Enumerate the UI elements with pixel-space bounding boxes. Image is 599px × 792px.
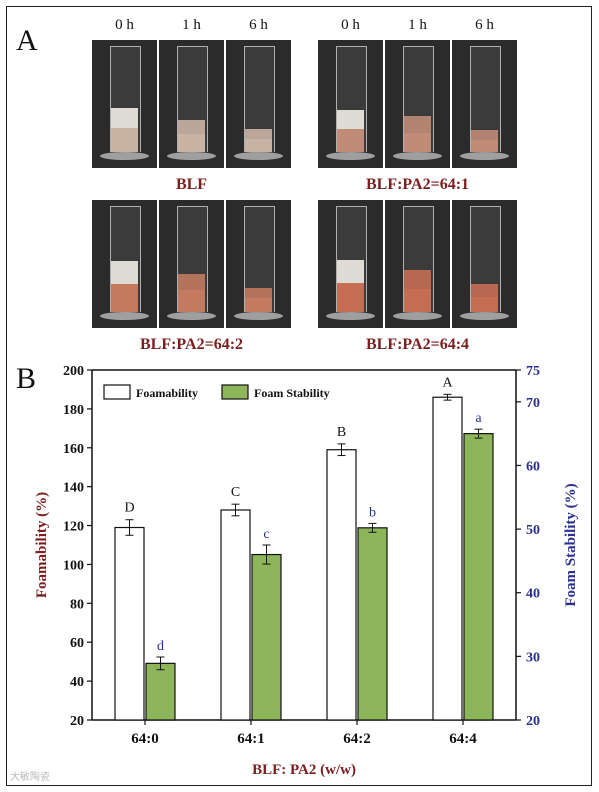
- left-tick-label: 180: [63, 403, 84, 418]
- cylinder-photo: [226, 40, 291, 168]
- time-label: 6 h: [249, 17, 268, 33]
- bar-foam-stability: [463, 433, 494, 721]
- legend-swatch-foamability: [103, 384, 131, 400]
- time-label: 0 h: [341, 17, 360, 33]
- cylinder-photo: [452, 40, 517, 168]
- left-tick-label: 60: [70, 636, 84, 651]
- bar-foamability: [220, 509, 251, 721]
- group-caption: BLF:PA2=64:1: [365, 176, 470, 193]
- group-caption: BLF: [175, 176, 208, 193]
- left-tick-label: 40: [70, 675, 84, 690]
- right-tick-label: 50: [526, 523, 540, 538]
- legend-label-foamability: Foamability: [136, 386, 198, 400]
- panel-b-letter: B: [16, 362, 37, 395]
- right-tick-label: 60: [526, 459, 540, 474]
- cylinder-photo: [385, 40, 450, 168]
- y2-axis-title: Foam Stability (%): [563, 483, 579, 606]
- sig-letter-foam-stability: b: [369, 505, 376, 520]
- watermark: 大敏陶瓷: [10, 772, 50, 783]
- cylinder-photo: [92, 40, 157, 168]
- x-tick-label: 64:4: [449, 731, 477, 747]
- right-tick-label: 20: [526, 714, 540, 729]
- left-tick-label: 120: [63, 520, 84, 535]
- bar-foamability: [326, 449, 357, 721]
- group-caption: BLF:PA2=64:4: [365, 336, 470, 353]
- right-tick-label: 30: [526, 650, 540, 665]
- bar-foam-stability: [357, 527, 388, 721]
- bar-foam-stability: [251, 553, 282, 721]
- cylinder-photo: [452, 200, 517, 328]
- cylinder-photo: [318, 40, 383, 168]
- panel-a-letter: A: [16, 24, 38, 57]
- time-label: 6 h: [475, 17, 494, 33]
- time-label: 1 h: [408, 17, 427, 33]
- x-tick-label: 64:0: [131, 731, 159, 747]
- right-tick-label: 75: [526, 364, 540, 379]
- x-tick-label: 64:2: [343, 731, 371, 747]
- sig-letter-foamability: C: [231, 485, 240, 500]
- cylinder-photo: [92, 200, 157, 328]
- bar-foamability: [432, 396, 463, 721]
- sig-letter-foam-stability: d: [157, 639, 164, 654]
- x-axis-title: BLF: PA2 (w/w): [252, 762, 356, 778]
- left-tick-label: 80: [70, 597, 84, 612]
- cylinder-photo: [159, 40, 224, 168]
- sig-letter-foamability: D: [124, 501, 134, 516]
- legend-swatch-foam-stability: [221, 384, 249, 400]
- left-tick-label: 140: [63, 481, 84, 496]
- sig-letter-foam-stability: a: [475, 411, 482, 426]
- bar-foamability: [114, 526, 145, 721]
- sig-letter-foamability: B: [337, 425, 346, 440]
- cylinder-photo: [159, 200, 224, 328]
- legend-label-foam-stability: Foam Stability: [254, 386, 330, 400]
- left-tick-label: 100: [63, 558, 84, 573]
- time-label: 1 h: [182, 17, 201, 33]
- left-tick-label: 160: [63, 442, 84, 457]
- left-tick-label: 200: [63, 364, 84, 379]
- bar-foam-stability: [145, 662, 176, 721]
- group-caption: BLF:PA2=64:2: [139, 336, 244, 353]
- y-axis-title: Foamability (%): [34, 492, 50, 598]
- right-tick-label: 40: [526, 587, 540, 602]
- left-tick-label: 20: [70, 714, 84, 729]
- right-tick-label: 70: [526, 396, 540, 411]
- cylinder-photo: [226, 200, 291, 328]
- sig-letter-foamability: A: [442, 375, 453, 390]
- sig-letter-foam-stability: c: [263, 527, 269, 542]
- time-label: 0 h: [115, 17, 134, 33]
- cylinder-photo: [385, 200, 450, 328]
- x-tick-label: 64:1: [237, 731, 265, 747]
- cylinder-photo: [318, 200, 383, 328]
